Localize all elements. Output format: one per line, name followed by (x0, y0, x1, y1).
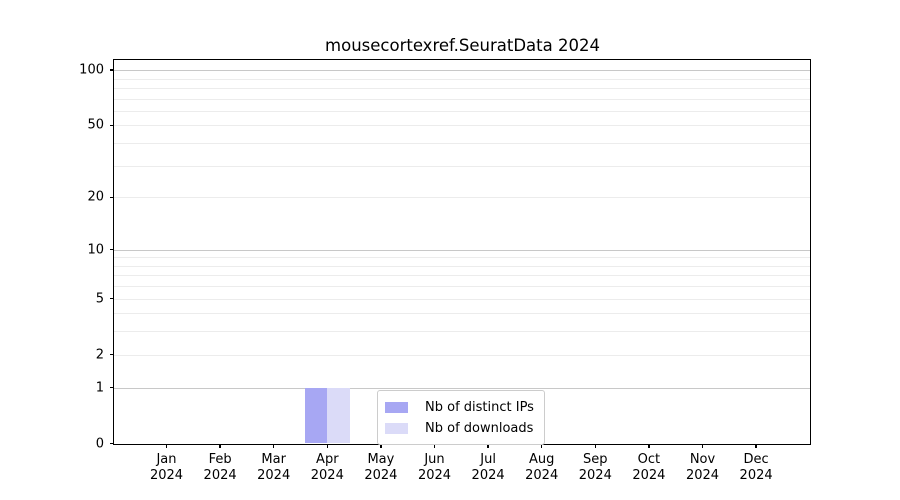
y-tick-label: 20 (87, 189, 104, 205)
legend-item: Nb of distinct IPs (385, 397, 536, 418)
x-tick (648, 444, 650, 448)
y-tick-label: 2 (95, 347, 104, 363)
x-tick-label: Jul 2024 (471, 452, 505, 483)
x-tick-label: Nov 2024 (685, 452, 720, 483)
x-tick (219, 444, 221, 448)
y-tick-label: 50 (87, 117, 104, 133)
y-tick (109, 297, 114, 300)
x-tick-label: Sep 2024 (578, 452, 612, 483)
major-gridline (114, 70, 810, 72)
legend-swatch (385, 422, 408, 435)
x-tick (165, 444, 168, 448)
major-gridline (114, 249, 810, 251)
x-tick-label: Oct 2024 (632, 452, 666, 483)
x-tick (487, 444, 489, 448)
y-tick-label: 5 (95, 291, 104, 307)
minor-gridline (114, 143, 810, 145)
x-tick (326, 444, 328, 448)
minor-gridline (114, 125, 810, 127)
x-tick-label: Aug 2024 (525, 452, 559, 483)
legend-swatch (385, 401, 408, 414)
minor-gridline (114, 286, 810, 288)
legend-item-label: Nb of downloads (425, 421, 534, 436)
x-tick-label: Jun 2024 (417, 452, 452, 483)
x-tick (755, 444, 757, 448)
x-tick-label: May 2024 (364, 452, 398, 483)
minor-gridline (114, 331, 810, 333)
y-tick-label: 100 (79, 62, 104, 78)
y-tick-label: 1 (95, 380, 104, 396)
y-tick (109, 386, 114, 389)
minor-gridline (114, 110, 810, 112)
x-tick (594, 444, 596, 448)
bar-nb-of-distinct-ips-apr (305, 387, 328, 444)
minor-gridline (114, 98, 810, 100)
x-tick (380, 444, 382, 448)
y-tick-label: 0 (95, 436, 104, 452)
minor-gridline (114, 78, 810, 80)
x-tick (701, 444, 704, 448)
minor-gridline (114, 275, 810, 277)
y-tick (109, 69, 114, 71)
x-tick-label: Mar 2024 (257, 452, 291, 483)
minor-gridline (114, 298, 810, 300)
minor-gridline (114, 257, 810, 259)
x-tick-label: Jan 2024 (149, 452, 184, 483)
minor-gridline (114, 165, 810, 167)
x-tick (273, 444, 275, 448)
x-tick-label: Feb 2024 (203, 452, 237, 483)
minor-gridline (114, 265, 810, 267)
chart-title: mousecortexref.SeuratData 2024 (325, 36, 600, 55)
minor-gridline (114, 354, 810, 356)
x-tick-label: Apr 2024 (310, 452, 344, 483)
y-tick (109, 124, 114, 127)
legend-item-label: Nb of distinct IPs (425, 400, 534, 415)
minor-gridline (114, 197, 810, 199)
bar-nb-of-downloads-apr (327, 387, 350, 444)
y-tick-label: 10 (87, 242, 104, 258)
x-tick (433, 444, 436, 448)
x-tick (541, 444, 543, 448)
x-tick-label: Dec 2024 (739, 452, 773, 483)
y-tick (109, 354, 114, 356)
minor-gridline (114, 313, 810, 315)
legend-item: Nb of downloads (385, 418, 536, 439)
legend: Nb of distinct IPs Nb of downloads (377, 390, 545, 445)
y-tick (109, 443, 114, 445)
minor-gridline (114, 87, 810, 89)
y-tick (109, 196, 114, 198)
y-tick (109, 248, 114, 251)
major-gridline (114, 387, 810, 389)
